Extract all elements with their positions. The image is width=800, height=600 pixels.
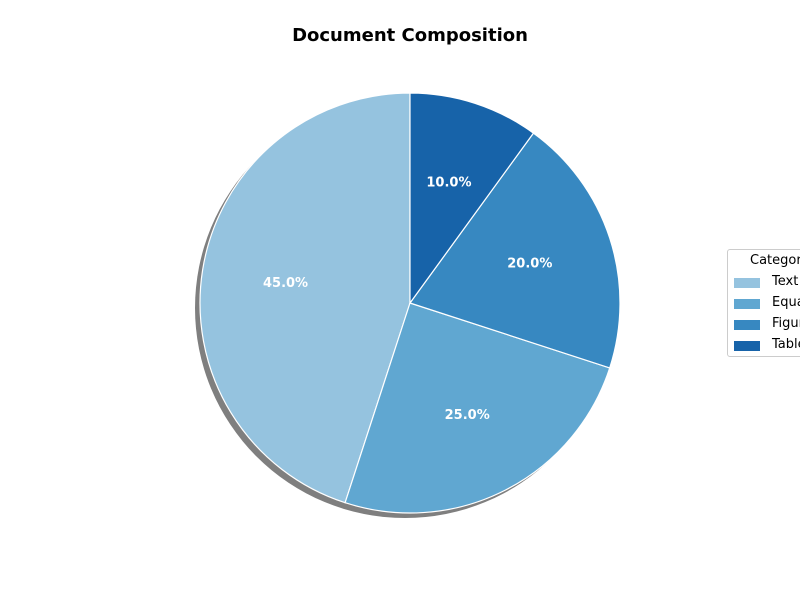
legend-swatch (734, 299, 760, 309)
legend-title: Categories (750, 253, 800, 268)
pie-slice-equations (344, 302, 611, 514)
legend-label: Tables (772, 337, 800, 352)
pie-slice-tables (409, 92, 535, 305)
legend-label: Text (772, 274, 799, 289)
slice-label-text: 45.0% (263, 276, 308, 291)
chart-title: Document Composition (292, 25, 528, 46)
legend-swatch (734, 278, 760, 288)
slice-label-equations: 25.0% (445, 408, 490, 423)
pie-labels: 45.0% 25.0% 20.0% 10.0% (263, 176, 552, 423)
slice-label-tables: 10.0% (426, 176, 471, 191)
legend-item-tables: Tables (734, 337, 800, 355)
legend-label: Equations (772, 295, 800, 310)
legend-item-figures: Figures (734, 316, 800, 334)
legend-item-text: Text (734, 274, 800, 292)
legend-item-equations: Equations (734, 295, 800, 313)
slice-label-figures: 20.0% (507, 257, 552, 272)
legend-swatch (734, 320, 760, 330)
pie-slice-figures (409, 132, 621, 369)
legend-label: Figures (772, 316, 800, 331)
pie-slice-text (199, 92, 411, 504)
legend-swatch (734, 341, 760, 351)
pie-slices (199, 92, 621, 514)
legend: Categories Text Equations Figures Tables (727, 249, 800, 357)
